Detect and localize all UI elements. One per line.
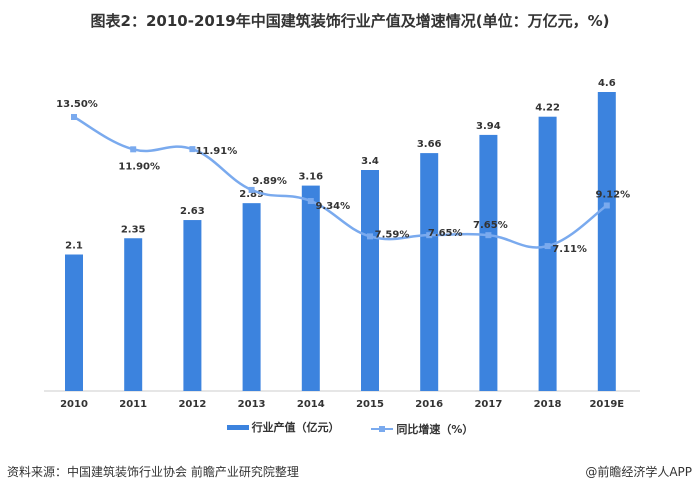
- x-tick-label: 2010: [60, 399, 88, 410]
- growth-point: [603, 202, 610, 209]
- x-tick-label: 2014: [297, 399, 325, 410]
- bar-label: 4.6: [598, 78, 616, 89]
- x-tick-label: 2016: [415, 399, 443, 410]
- growth-label: 7.65%: [473, 220, 508, 231]
- bar: [538, 116, 557, 391]
- bar-label: 3.94: [476, 121, 501, 132]
- growth-point: [307, 198, 314, 205]
- growth-label: 11.91%: [196, 146, 238, 157]
- growth-point: [71, 114, 77, 120]
- chart-title: 图表2：2010-2019年中国建筑装饰行业产值及增速情况(单位：万亿元，%): [90, 12, 610, 30]
- legend-item-output[interactable]: 行业产值（亿元）: [226, 419, 340, 435]
- bar: [124, 238, 143, 391]
- growth-label: 9.89%: [252, 176, 287, 187]
- growth-label: 7.11%: [552, 244, 587, 255]
- source-note: 资料来源：中国建筑装饰行业协会 前瞻产业研究院整理: [7, 465, 299, 479]
- bar: [242, 203, 261, 391]
- bar-label: 2.35: [121, 224, 146, 235]
- bar: [361, 170, 379, 391]
- x-tick-label: 2011: [119, 399, 147, 410]
- x-tick-label: 2017: [474, 399, 502, 410]
- bar: [479, 134, 498, 391]
- bar: [65, 254, 83, 391]
- legend-label-growth: 同比增速（%）: [396, 422, 474, 436]
- growth-point: [367, 233, 373, 240]
- growth-point: [544, 243, 551, 250]
- growth-point: [248, 186, 255, 193]
- growth-point: [130, 146, 137, 153]
- bar-label: 3.66: [417, 139, 442, 150]
- growth-point: [189, 146, 196, 153]
- credit-note: @前瞻经济学人APP: [585, 465, 692, 479]
- bar: [301, 185, 320, 391]
- x-tick-label: 2012: [178, 399, 206, 410]
- legend-item-growth[interactable]: 同比增速（%）: [371, 421, 473, 437]
- bar-label: 4.22: [535, 103, 560, 114]
- growth-label: 11.90%: [118, 161, 160, 172]
- legend-line-swatch: [371, 425, 394, 432]
- legend: 行业产值（亿元） 同比增速（%）: [0, 419, 700, 437]
- growth-label: 9.12%: [595, 189, 630, 200]
- bar: [183, 220, 202, 391]
- growth-label: 9.34%: [315, 201, 350, 212]
- growth-label: 13.50%: [56, 99, 98, 110]
- bar: [597, 92, 616, 391]
- bar-label: 2.63: [180, 206, 205, 217]
- growth-line: [73, 115, 608, 249]
- growth-label: 7.65%: [428, 228, 463, 239]
- x-tick-label: 2015: [356, 399, 384, 410]
- bar-label: 3.16: [298, 172, 323, 183]
- bar-label: 2.1: [65, 241, 83, 252]
- legend-label-output: 行业产值（亿元）: [251, 421, 340, 434]
- bar-label: 3.4: [361, 156, 379, 167]
- x-tick-label: 2018: [534, 399, 562, 410]
- x-tick-label: 2019E: [589, 399, 624, 410]
- bar-label: 2.89: [239, 189, 264, 200]
- x-tick-label: 2013: [238, 399, 266, 410]
- growth-point: [426, 232, 433, 239]
- bar: [420, 153, 439, 391]
- growth-point: [485, 232, 492, 239]
- legend-bar-swatch: [226, 424, 249, 430]
- growth-label: 7.59%: [375, 229, 410, 240]
